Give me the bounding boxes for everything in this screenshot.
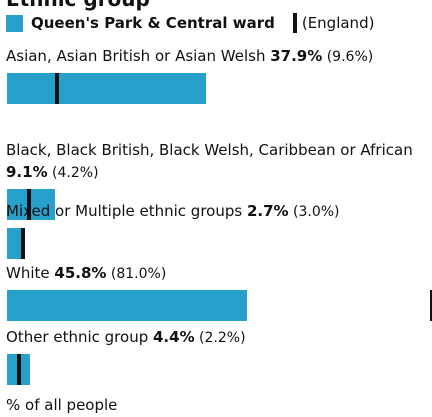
legend-swatch-ward [6,14,23,32]
ward-value-label: 9.1% [6,163,48,181]
category-name: Other ethnic group [6,328,153,346]
england-value-label: (4.2%) [47,165,99,181]
england-marker [27,189,32,220]
ward-bar [7,73,206,104]
england-value-label: (9.6%) [322,49,374,65]
category-name: Mixed or Multiple ethnic groups [6,202,247,220]
ward-value-label: 37.9% [270,47,323,65]
ward-value-label: 45.8% [54,264,107,282]
legend: Queen's Park & Central ward (England) [6,10,374,36]
england-value-label: (81.0%) [106,266,167,282]
england-value-label: (2.2%) [194,330,246,346]
category-name: White [6,264,55,282]
england-marker [16,354,21,385]
ward-value-label: 2.7% [246,202,289,220]
ward-bar [7,290,248,321]
category-label: Other ethnic group 4.4% (2.2%) [6,326,426,349]
legend-label-england: (England) [301,14,375,32]
axis-label: % of all people [6,396,118,414]
category-name: Asian, Asian British or Asian Welsh [6,47,271,65]
england-marker [20,228,25,259]
category-name: Black, Black British, Black Welsh, Carib… [6,141,413,159]
england-marker [55,73,60,104]
category-label: Black, Black British, Black Welsh, Carib… [6,139,426,184]
legend-marker-england [292,13,297,33]
ward-value-label: 4.4% [153,328,195,346]
ward-bar [7,228,22,259]
category-label: Mixed or Multiple ethnic groups 2.7% (3.… [6,200,426,223]
england-value-label: (3.0%) [288,204,340,220]
england-marker [430,290,432,321]
chart-heading: Ethnic group [6,0,150,9]
category-label: Asian, Asian British or Asian Welsh 37.9… [6,45,426,68]
category-label: White 45.8% (81.0%) [6,262,426,285]
legend-label-ward: Queen's Park & Central ward [31,14,275,32]
